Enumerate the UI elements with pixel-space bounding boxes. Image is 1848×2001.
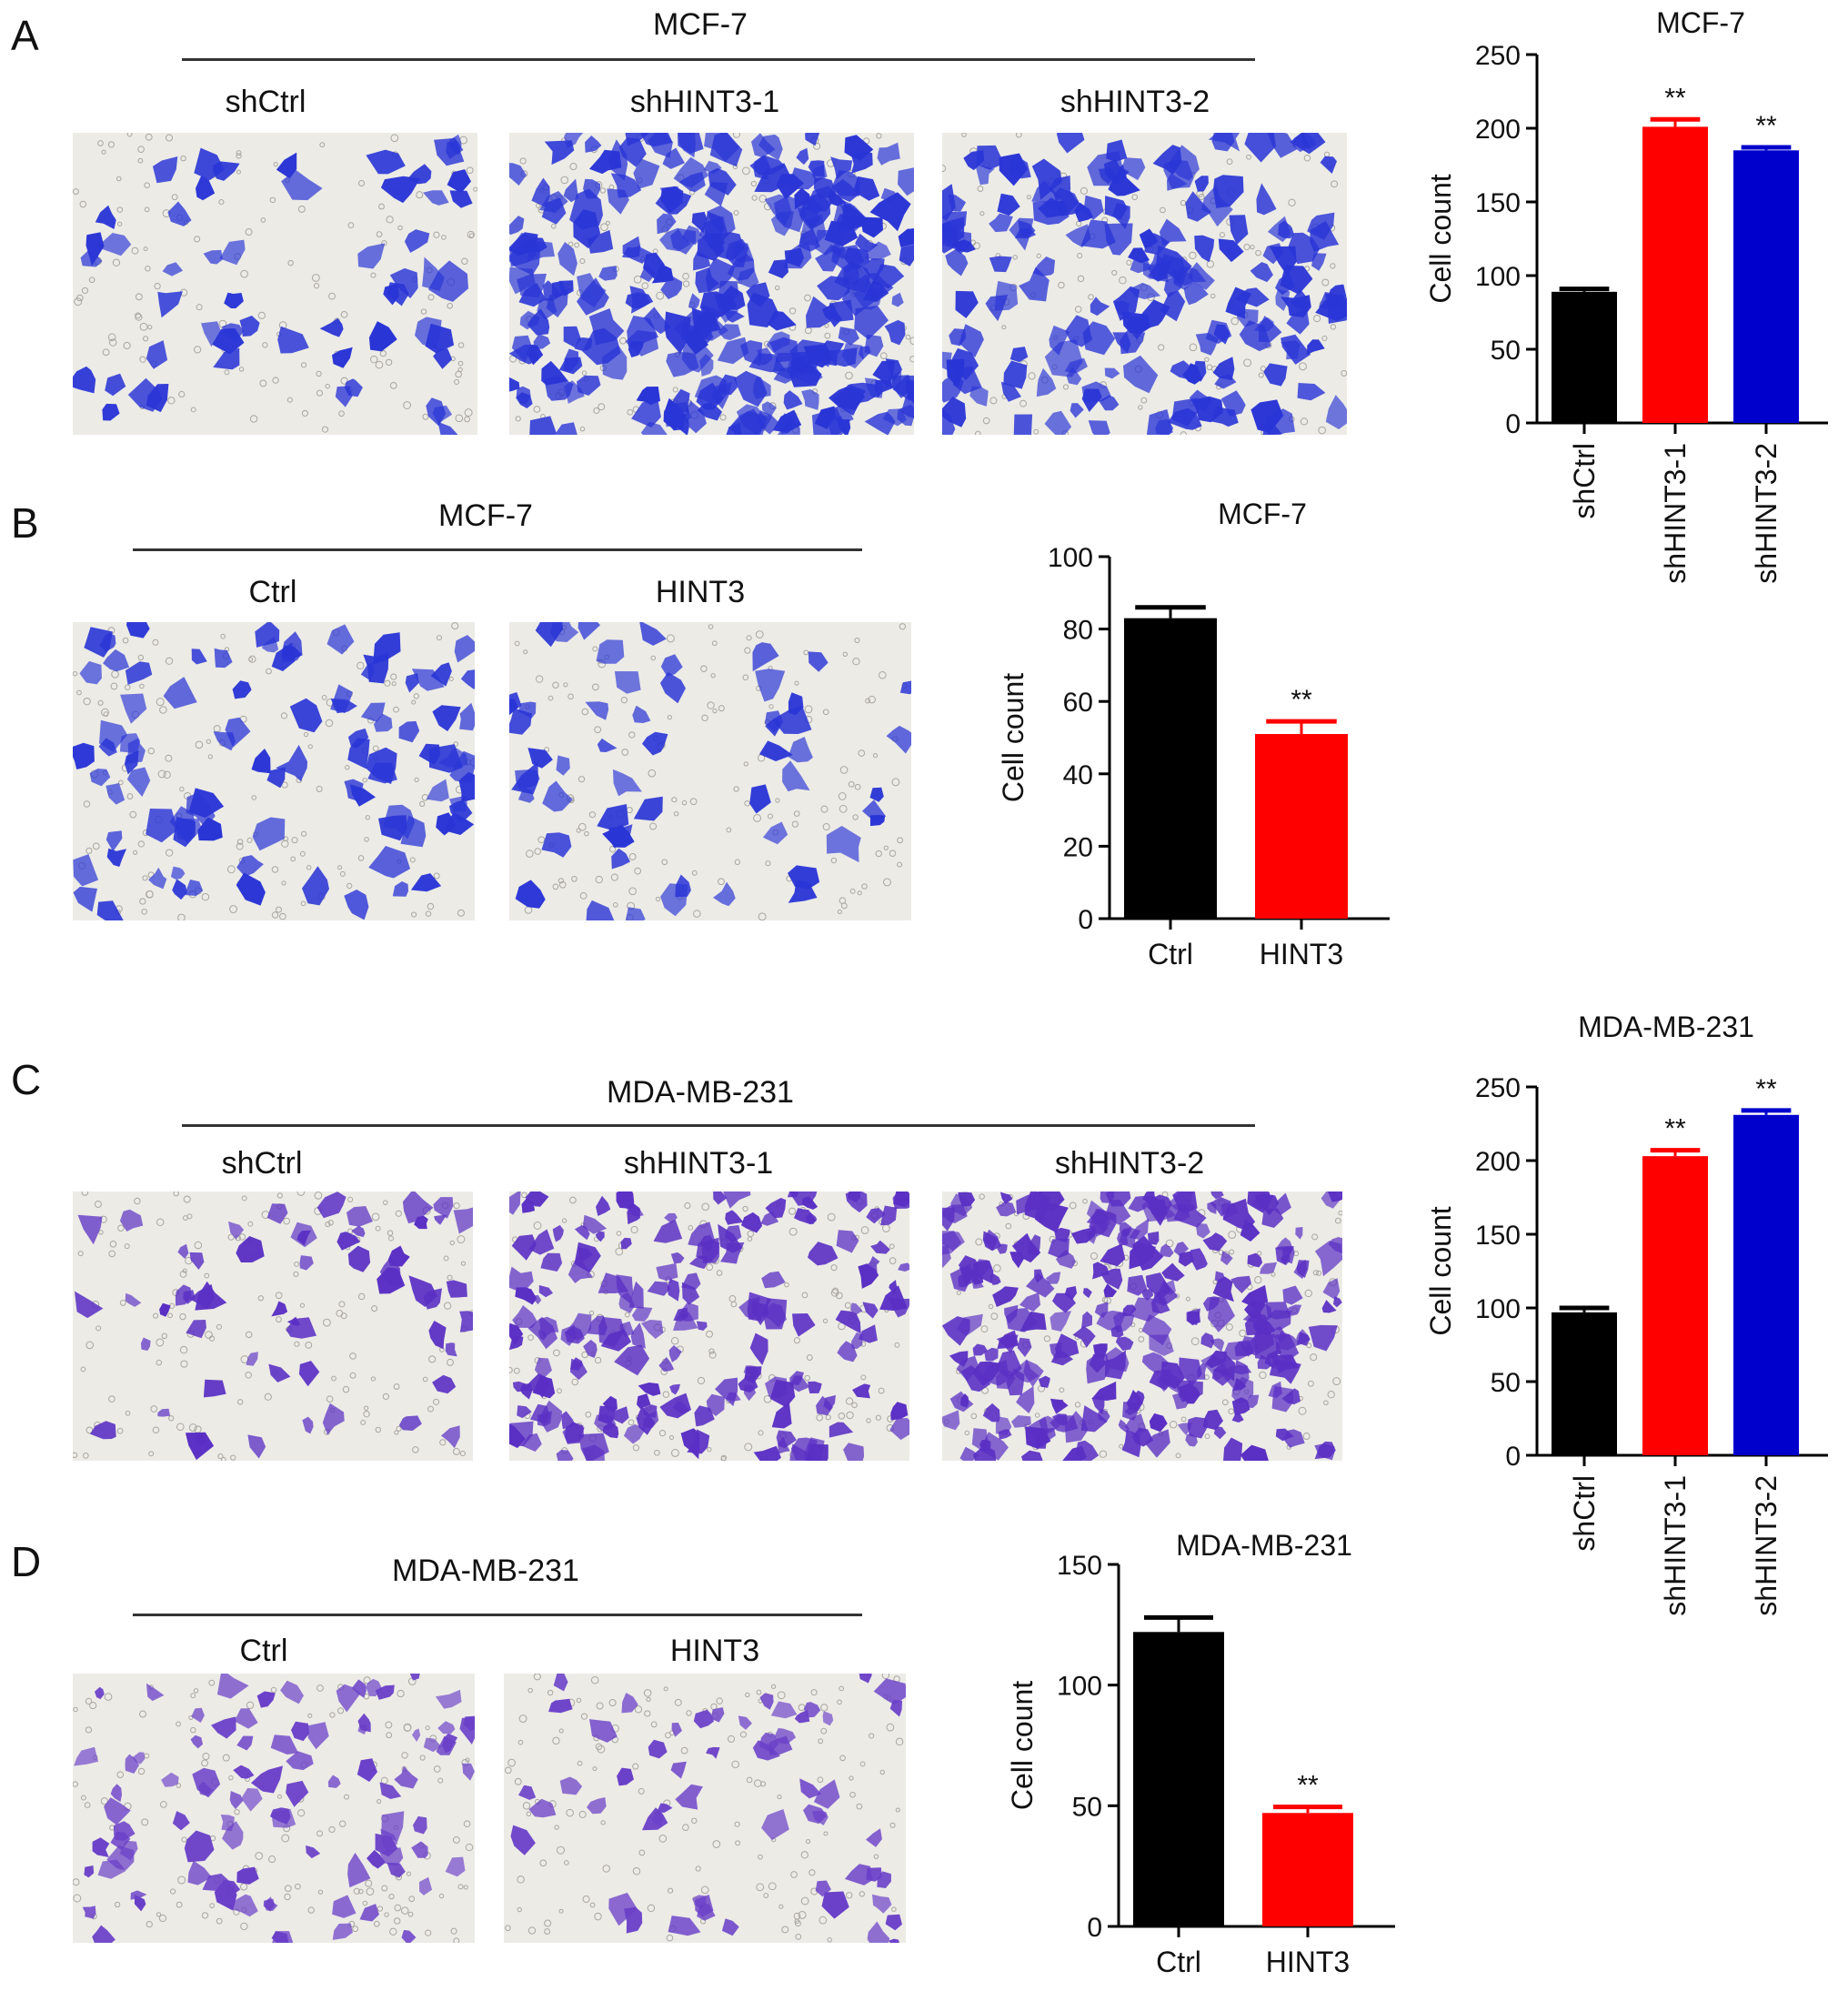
panel-d-y-axis-label: Cell count bbox=[1006, 1681, 1039, 1810]
panel-c-y-tick-label-4: 200 bbox=[1475, 1147, 1521, 1177]
panel-d-x-tick-label-1: HINT3 bbox=[1266, 1946, 1350, 1978]
panel-a-y-tick-label-4: 200 bbox=[1475, 115, 1521, 145]
panel-d-condition-label-2: HINT3 bbox=[669, 1634, 760, 1668]
panel-letter-c: C bbox=[11, 1056, 42, 1103]
panel-c-micrograph-2 bbox=[509, 1192, 909, 1461]
panel-d-bar-0 bbox=[1133, 1632, 1224, 1926]
panel-c-cell-line-title: MDA-MB-231 bbox=[607, 1075, 794, 1110]
panel-c-condition-label-3: shHINT3-2 bbox=[1054, 1146, 1205, 1181]
panel-a-bar-chart: MCF-7 0 50 100 150 200 250 Cell count shCtrl ** sh… bbox=[1424, 6, 1828, 584]
panel-b-condition-label-1: Ctrl bbox=[248, 575, 297, 609]
panel-a-bar-0 bbox=[1552, 291, 1617, 423]
panel-b-group-line bbox=[133, 548, 862, 551]
panel-a-y-tick-label-1: 50 bbox=[1491, 336, 1521, 366]
panel-a-cell-line-title: MCF-7 bbox=[653, 7, 748, 42]
panel-a-y-tick-label-5: 250 bbox=[1475, 41, 1521, 71]
panel-a-chart-title: MCF-7 bbox=[1656, 6, 1745, 39]
panel-d-condition-label-1: Ctrl bbox=[239, 1634, 288, 1668]
panel-d-y-tick-label-1: 50 bbox=[1072, 1792, 1102, 1822]
panel-a-x-tick-label-0: shCtrl bbox=[1568, 443, 1601, 519]
panel-c-micrograph-3 bbox=[942, 1192, 1342, 1461]
panel-b-chart-title: MCF-7 bbox=[1218, 498, 1307, 530]
panel-a-condition-label-2: shHINT3-1 bbox=[629, 85, 780, 119]
panel-c-x-tick-label-0: shCtrl bbox=[1568, 1475, 1601, 1552]
panel-b-y-tick-label-1: 20 bbox=[1063, 832, 1093, 862]
panel-b-bar-chart: MCF-7 0 20 40 60 80 100 Cell count Ctrl ** HINT3 bbox=[997, 498, 1390, 970]
panel-c-bar-1 bbox=[1642, 1156, 1708, 1455]
panel-a-condition-label-1: shCtrl bbox=[225, 85, 306, 119]
panel-a-x-tick-label-2: shHINT3-2 bbox=[1750, 443, 1783, 584]
panel-a-significance-2: ** bbox=[1755, 111, 1777, 141]
panel-c-y-tick-label-1: 50 bbox=[1491, 1368, 1521, 1398]
panel-a-y-axis-label: Cell count bbox=[1424, 174, 1457, 303]
panel-a-bar-1 bbox=[1642, 126, 1708, 423]
panel-a-y-tick-label-3: 150 bbox=[1475, 188, 1521, 218]
panel-b-y-tick-label-3: 60 bbox=[1063, 688, 1093, 718]
panel-b-x-tick-label-0: Ctrl bbox=[1148, 938, 1193, 970]
panel-d-significance-1: ** bbox=[1297, 1771, 1319, 1801]
panel-c-y-tick-label-3: 150 bbox=[1475, 1221, 1521, 1251]
panel-a-y-tick-label-2: 100 bbox=[1475, 262, 1521, 292]
panel-letter-a: A bbox=[11, 12, 39, 59]
panel-c-significance-2: ** bbox=[1755, 1074, 1777, 1104]
panel-d-micrograph-1 bbox=[73, 1674, 475, 1943]
panel-b-y-axis-label: Cell count bbox=[997, 673, 1029, 802]
panel-c-x-tick-label-2: shHINT3-2 bbox=[1750, 1475, 1783, 1616]
panel-c-y-axis-label: Cell count bbox=[1424, 1206, 1457, 1335]
panel-a-significance-1: ** bbox=[1664, 83, 1686, 113]
panel-c-y-tick-label-5: 250 bbox=[1475, 1073, 1521, 1103]
panel-d-y-tick-label-2: 100 bbox=[1057, 1672, 1102, 1702]
panel-c-micrograph-1 bbox=[73, 1192, 473, 1461]
panel-d-group-line bbox=[133, 1614, 862, 1616]
panel-a-y-tick-label-0: 0 bbox=[1505, 409, 1521, 439]
panel-b-cell-line-title: MCF-7 bbox=[438, 498, 533, 533]
panel-c-y-tick-label-0: 0 bbox=[1505, 1442, 1521, 1472]
panel-b-y-tick-label-2: 40 bbox=[1063, 760, 1093, 790]
panel-d-bar-chart: MDA-MB-231 0 50 100 150 Cell count Ctrl ** HINT3 bbox=[1006, 1529, 1395, 1978]
panel-c-bar-2 bbox=[1733, 1114, 1799, 1455]
panel-d-micrograph-2 bbox=[504, 1674, 906, 1943]
panel-b-y-tick-label-4: 80 bbox=[1063, 616, 1093, 646]
panel-b-condition-label-2: HINT3 bbox=[655, 575, 746, 609]
panel-b-x-tick-label-1: HINT3 bbox=[1260, 938, 1343, 970]
panel-d-y-tick-label-0: 0 bbox=[1087, 1913, 1102, 1943]
panel-a-micrograph-3 bbox=[942, 133, 1347, 435]
panel-c-bar-0 bbox=[1552, 1312, 1617, 1455]
panel-c-significance-1: ** bbox=[1664, 1114, 1686, 1144]
panel-d-y-tick-label-3: 150 bbox=[1057, 1551, 1102, 1581]
panel-b-significance-1: ** bbox=[1291, 685, 1312, 715]
panel-a-bar-2 bbox=[1733, 150, 1799, 424]
panel-a-micrograph-2 bbox=[509, 133, 914, 435]
panel-c-y-tick-label-2: 100 bbox=[1475, 1294, 1521, 1324]
panel-c-bar-chart: MDA-MB-231 0 50 100 150 200 250 Cell count shCtr… bbox=[1424, 1011, 1828, 1616]
panel-b-micrograph-2 bbox=[509, 622, 911, 920]
panel-letter-b: B bbox=[11, 499, 39, 547]
panel-a-micrograph-1 bbox=[73, 133, 477, 435]
panel-letter-d: D bbox=[11, 1538, 42, 1585]
panel-b-bar-1 bbox=[1255, 734, 1348, 919]
panel-c-condition-label-2: shHINT3-1 bbox=[623, 1146, 774, 1181]
panel-d-cell-line-title: MDA-MB-231 bbox=[392, 1554, 579, 1588]
panel-c-chart-title: MDA-MB-231 bbox=[1578, 1011, 1754, 1043]
panel-b-micrograph-1 bbox=[73, 622, 475, 920]
panel-a-x-tick-label-1: shHINT3-1 bbox=[1659, 443, 1692, 584]
panel-d-chart-title: MDA-MB-231 bbox=[1176, 1529, 1352, 1562]
panel-c-x-tick-label-1: shHINT3-1 bbox=[1659, 1475, 1692, 1616]
panel-c-group-line bbox=[182, 1124, 1255, 1127]
panel-b-bar-0 bbox=[1124, 618, 1217, 919]
panel-b-y-tick-label-0: 0 bbox=[1078, 905, 1093, 935]
panel-b-y-tick-label-5: 100 bbox=[1048, 543, 1093, 573]
panel-d-bar-1 bbox=[1262, 1813, 1353, 1926]
panel-d-x-tick-label-0: Ctrl bbox=[1156, 1946, 1201, 1978]
panel-c-condition-label-1: shCtrl bbox=[221, 1146, 303, 1181]
panel-a-condition-label-3: shHINT3-2 bbox=[1060, 85, 1210, 119]
panel-a-group-line bbox=[182, 58, 1255, 61]
